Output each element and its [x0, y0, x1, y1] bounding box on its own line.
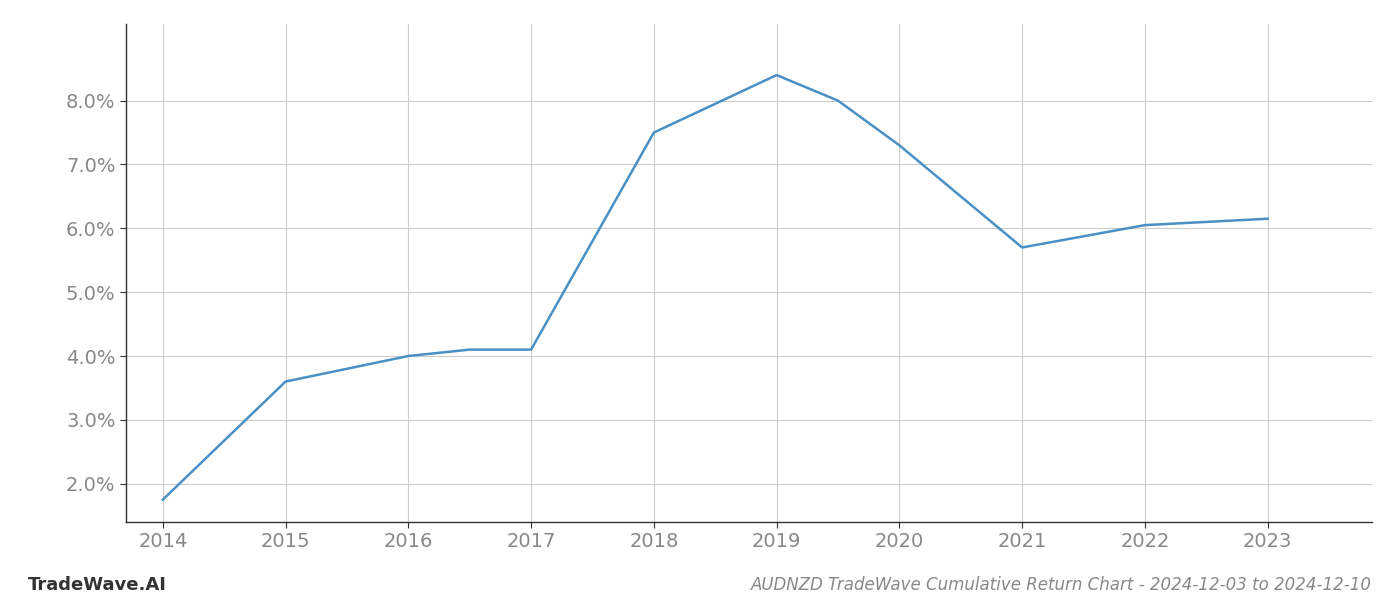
Text: AUDNZD TradeWave Cumulative Return Chart - 2024-12-03 to 2024-12-10: AUDNZD TradeWave Cumulative Return Chart… [750, 576, 1372, 594]
Text: TradeWave.AI: TradeWave.AI [28, 576, 167, 594]
